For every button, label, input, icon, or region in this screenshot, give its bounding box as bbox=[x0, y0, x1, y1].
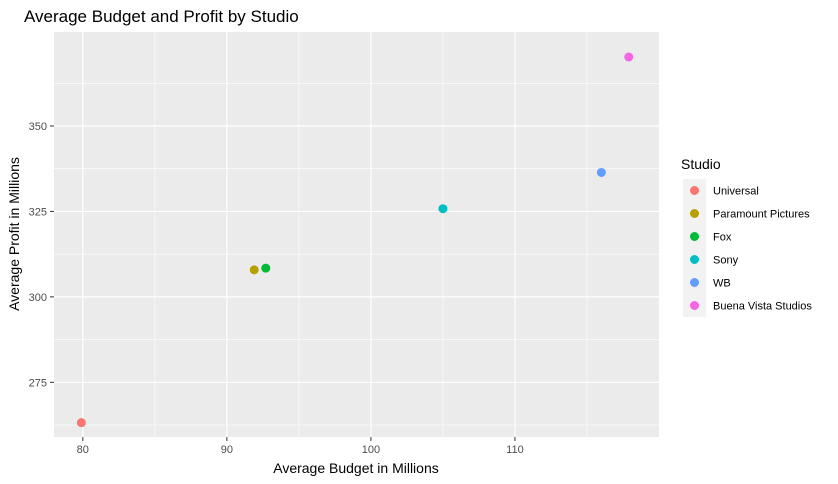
legend-key-point bbox=[690, 255, 699, 264]
data-point bbox=[596, 167, 606, 177]
data-point bbox=[261, 263, 271, 273]
y-axis-title: Average Profit in Millions bbox=[6, 157, 22, 311]
chart-title: Average Budget and Profit by Studio bbox=[24, 7, 299, 26]
legend-label: WB bbox=[713, 278, 731, 290]
x-tick-label: 90 bbox=[221, 444, 233, 456]
plot-panel bbox=[54, 32, 659, 437]
axis-ticks: 80 90 100 110 275 300 325 350 bbox=[29, 121, 524, 456]
y-tick-label: 300 bbox=[29, 292, 47, 304]
legend-label: Buena Vista Studios bbox=[713, 301, 812, 313]
data-point bbox=[438, 204, 448, 214]
x-tick-label: 110 bbox=[506, 444, 524, 456]
x-tick-label: 100 bbox=[362, 444, 380, 456]
legend-key-point bbox=[690, 209, 699, 218]
y-tick-label: 325 bbox=[29, 206, 47, 218]
legend-key-point bbox=[690, 278, 699, 287]
legend-label: Sony bbox=[713, 255, 739, 267]
y-tick-label: 350 bbox=[29, 121, 47, 133]
grid-minor bbox=[54, 32, 659, 437]
legend-label: Paramount Pictures bbox=[713, 209, 810, 221]
x-axis-title: Average Budget in Millions bbox=[273, 460, 439, 476]
legend-key-point bbox=[690, 301, 699, 310]
grid-major bbox=[54, 32, 659, 437]
legend-key-point bbox=[690, 232, 699, 241]
data-point bbox=[76, 418, 86, 428]
legend: Studio Universal Paramount Pictures Fox Son… bbox=[681, 156, 812, 317]
y-tick-label: 275 bbox=[29, 377, 47, 389]
data-points bbox=[76, 52, 634, 428]
x-tick-label: 80 bbox=[77, 444, 89, 456]
data-point bbox=[624, 52, 634, 62]
legend-key-point bbox=[690, 186, 699, 195]
legend-label: Fox bbox=[713, 232, 732, 244]
data-point bbox=[249, 265, 259, 275]
legend-title: Studio bbox=[681, 156, 721, 172]
legend-label: Universal bbox=[713, 186, 759, 198]
